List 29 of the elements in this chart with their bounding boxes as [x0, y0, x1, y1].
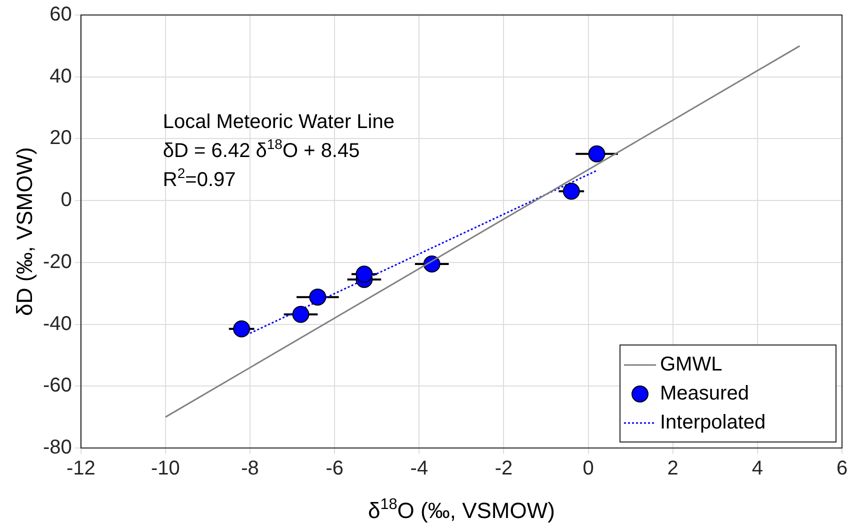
point: [562, 182, 580, 200]
y-tick-label: 40: [50, 65, 72, 88]
y-tick-label: 0: [60, 189, 72, 212]
x-tick-label: -4: [410, 458, 428, 480]
point: [233, 320, 250, 338]
point: [292, 306, 310, 323]
x-tick-label: -12: [66, 458, 96, 480]
y-tick-label: 60: [50, 4, 72, 26]
y-tick-label: -20: [43, 250, 72, 273]
x-tick-label: -6: [326, 458, 344, 480]
x-tick-label: 4: [752, 458, 763, 480]
x-tick-label: -2: [494, 458, 513, 480]
x-tick-label: 6: [836, 458, 848, 480]
point: [309, 288, 326, 306]
legend-label: Measured: [660, 382, 749, 405]
x-tick-label: -8: [241, 458, 259, 480]
y-tick-label: -80: [43, 436, 72, 459]
y-tick-label: -60: [43, 374, 72, 397]
x-tick-label: 0: [582, 458, 594, 480]
y-axis-title: δD (‰, VSMOW): [12, 147, 37, 316]
x-tick-label: 2: [667, 458, 678, 480]
legend-label: GMWL: [660, 354, 722, 376]
y-tick-label: 20: [50, 127, 72, 150]
annotation: Local Meteoric Water Line: [162, 111, 394, 133]
legend-label: Interpolated: [660, 412, 766, 434]
point: [356, 266, 373, 283]
x-tick-label: -10: [151, 458, 180, 480]
y-tick-label: -40: [43, 312, 72, 335]
point: [588, 145, 606, 162]
